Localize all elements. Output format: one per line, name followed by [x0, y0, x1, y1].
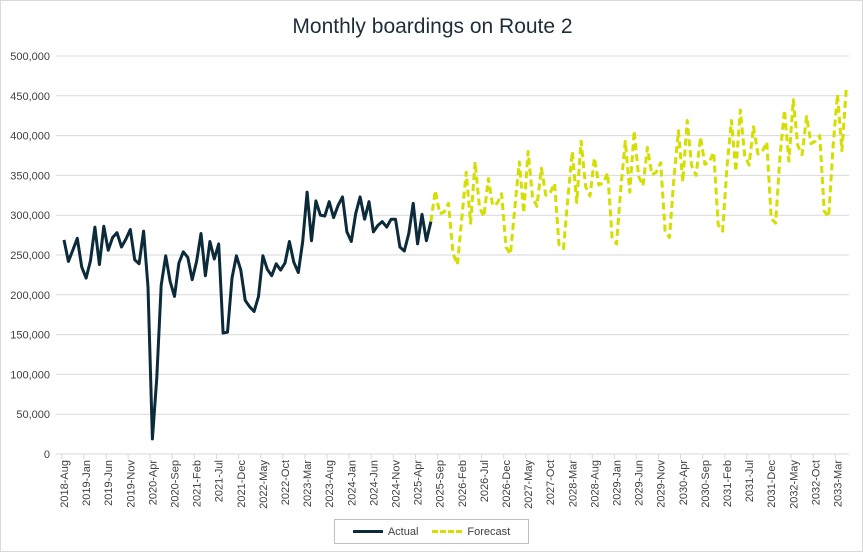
x-tick-label: 2023-Mar [302, 460, 314, 507]
x-tick-label: 2021-Jul [214, 460, 226, 502]
x-tick-label: 2022-May [258, 460, 270, 509]
legend-swatch-actual [352, 530, 383, 533]
y-tick-label: 250,000 [10, 250, 50, 262]
x-tick-label: 2024-Jan [346, 460, 358, 506]
legend-item-actual: Actual [352, 525, 419, 538]
y-tick-label: 400,000 [10, 131, 50, 143]
x-tick-label: 2020-Apr [147, 460, 159, 506]
x-tick-label: 2025-Apr [413, 460, 425, 506]
x-tick-label: 2026-Jul [479, 460, 491, 502]
legend-swatch-forecast [432, 530, 463, 533]
x-tick-label: 2032-May [788, 460, 800, 509]
x-tick-label: 2028-Mar [567, 460, 579, 507]
y-tick-label: 50,000 [16, 409, 50, 421]
x-tick-label: 2030-Sep [700, 460, 712, 508]
x-tick-label: 2025-Sep [435, 460, 447, 508]
x-tick-label: 2024-Jun [368, 460, 380, 506]
y-tick-label: 450,000 [10, 91, 50, 103]
x-tick-label: 2029-Jan [612, 460, 624, 506]
legend: Actual Forecast [334, 519, 529, 544]
x-tick-label: 2031-Dec [766, 460, 778, 508]
x-tick-label: 2027-Oct [545, 460, 557, 505]
x-tick-label: 2029-Nov [656, 460, 668, 508]
x-tick-label: 2029-Jun [634, 460, 646, 506]
x-tick-label: 2031-Feb [722, 460, 734, 507]
x-tick-label: 2031-Jul [744, 460, 756, 502]
legend-item-forecast: Forecast [432, 526, 510, 538]
y-tick-label: 200,000 [10, 290, 50, 302]
x-tick-label: 2033-Mar [833, 460, 845, 507]
x-tick-label: 2027-May [523, 460, 535, 509]
x-tick-label: 2026-Feb [457, 460, 469, 507]
y-tick-label: 0 [44, 449, 50, 461]
x-tick-label: 2026-Dec [501, 460, 513, 508]
y-tick-label: 500,000 [10, 51, 50, 63]
x-tick-label: 2024-Nov [391, 460, 403, 508]
x-tick-label: 2020-Sep [170, 460, 182, 508]
x-tick-label: 2022-Oct [280, 460, 292, 505]
y-tick-label: 300,000 [10, 210, 50, 222]
legend-label-actual: Actual [387, 525, 419, 538]
x-tick-label: 2028-Aug [589, 460, 601, 508]
y-tick-label: 350,000 [10, 170, 50, 182]
legend-label-forecast: Forecast [467, 525, 511, 538]
chart-title: Monthly boardings on Route 2 [292, 15, 573, 38]
x-tick-label: 2021-Dec [236, 460, 248, 508]
y-tick-label: 150,000 [10, 330, 50, 342]
x-tick-label: 2030-Apr [678, 460, 690, 506]
x-tick-label: 2019-Jan [81, 460, 93, 506]
series-line-actual [62, 190, 433, 441]
y-tick-label: 100,000 [10, 369, 50, 381]
x-tick-label: 2018-Aug [59, 460, 71, 508]
x-tick-label: 2019-Jun [103, 460, 115, 506]
x-tick-label: 2023-Aug [324, 460, 336, 508]
x-tick-label: 2019-Nov [125, 460, 137, 508]
x-tick-label: 2021-Feb [192, 460, 204, 507]
x-tick-label: 2032-Oct [810, 460, 822, 505]
